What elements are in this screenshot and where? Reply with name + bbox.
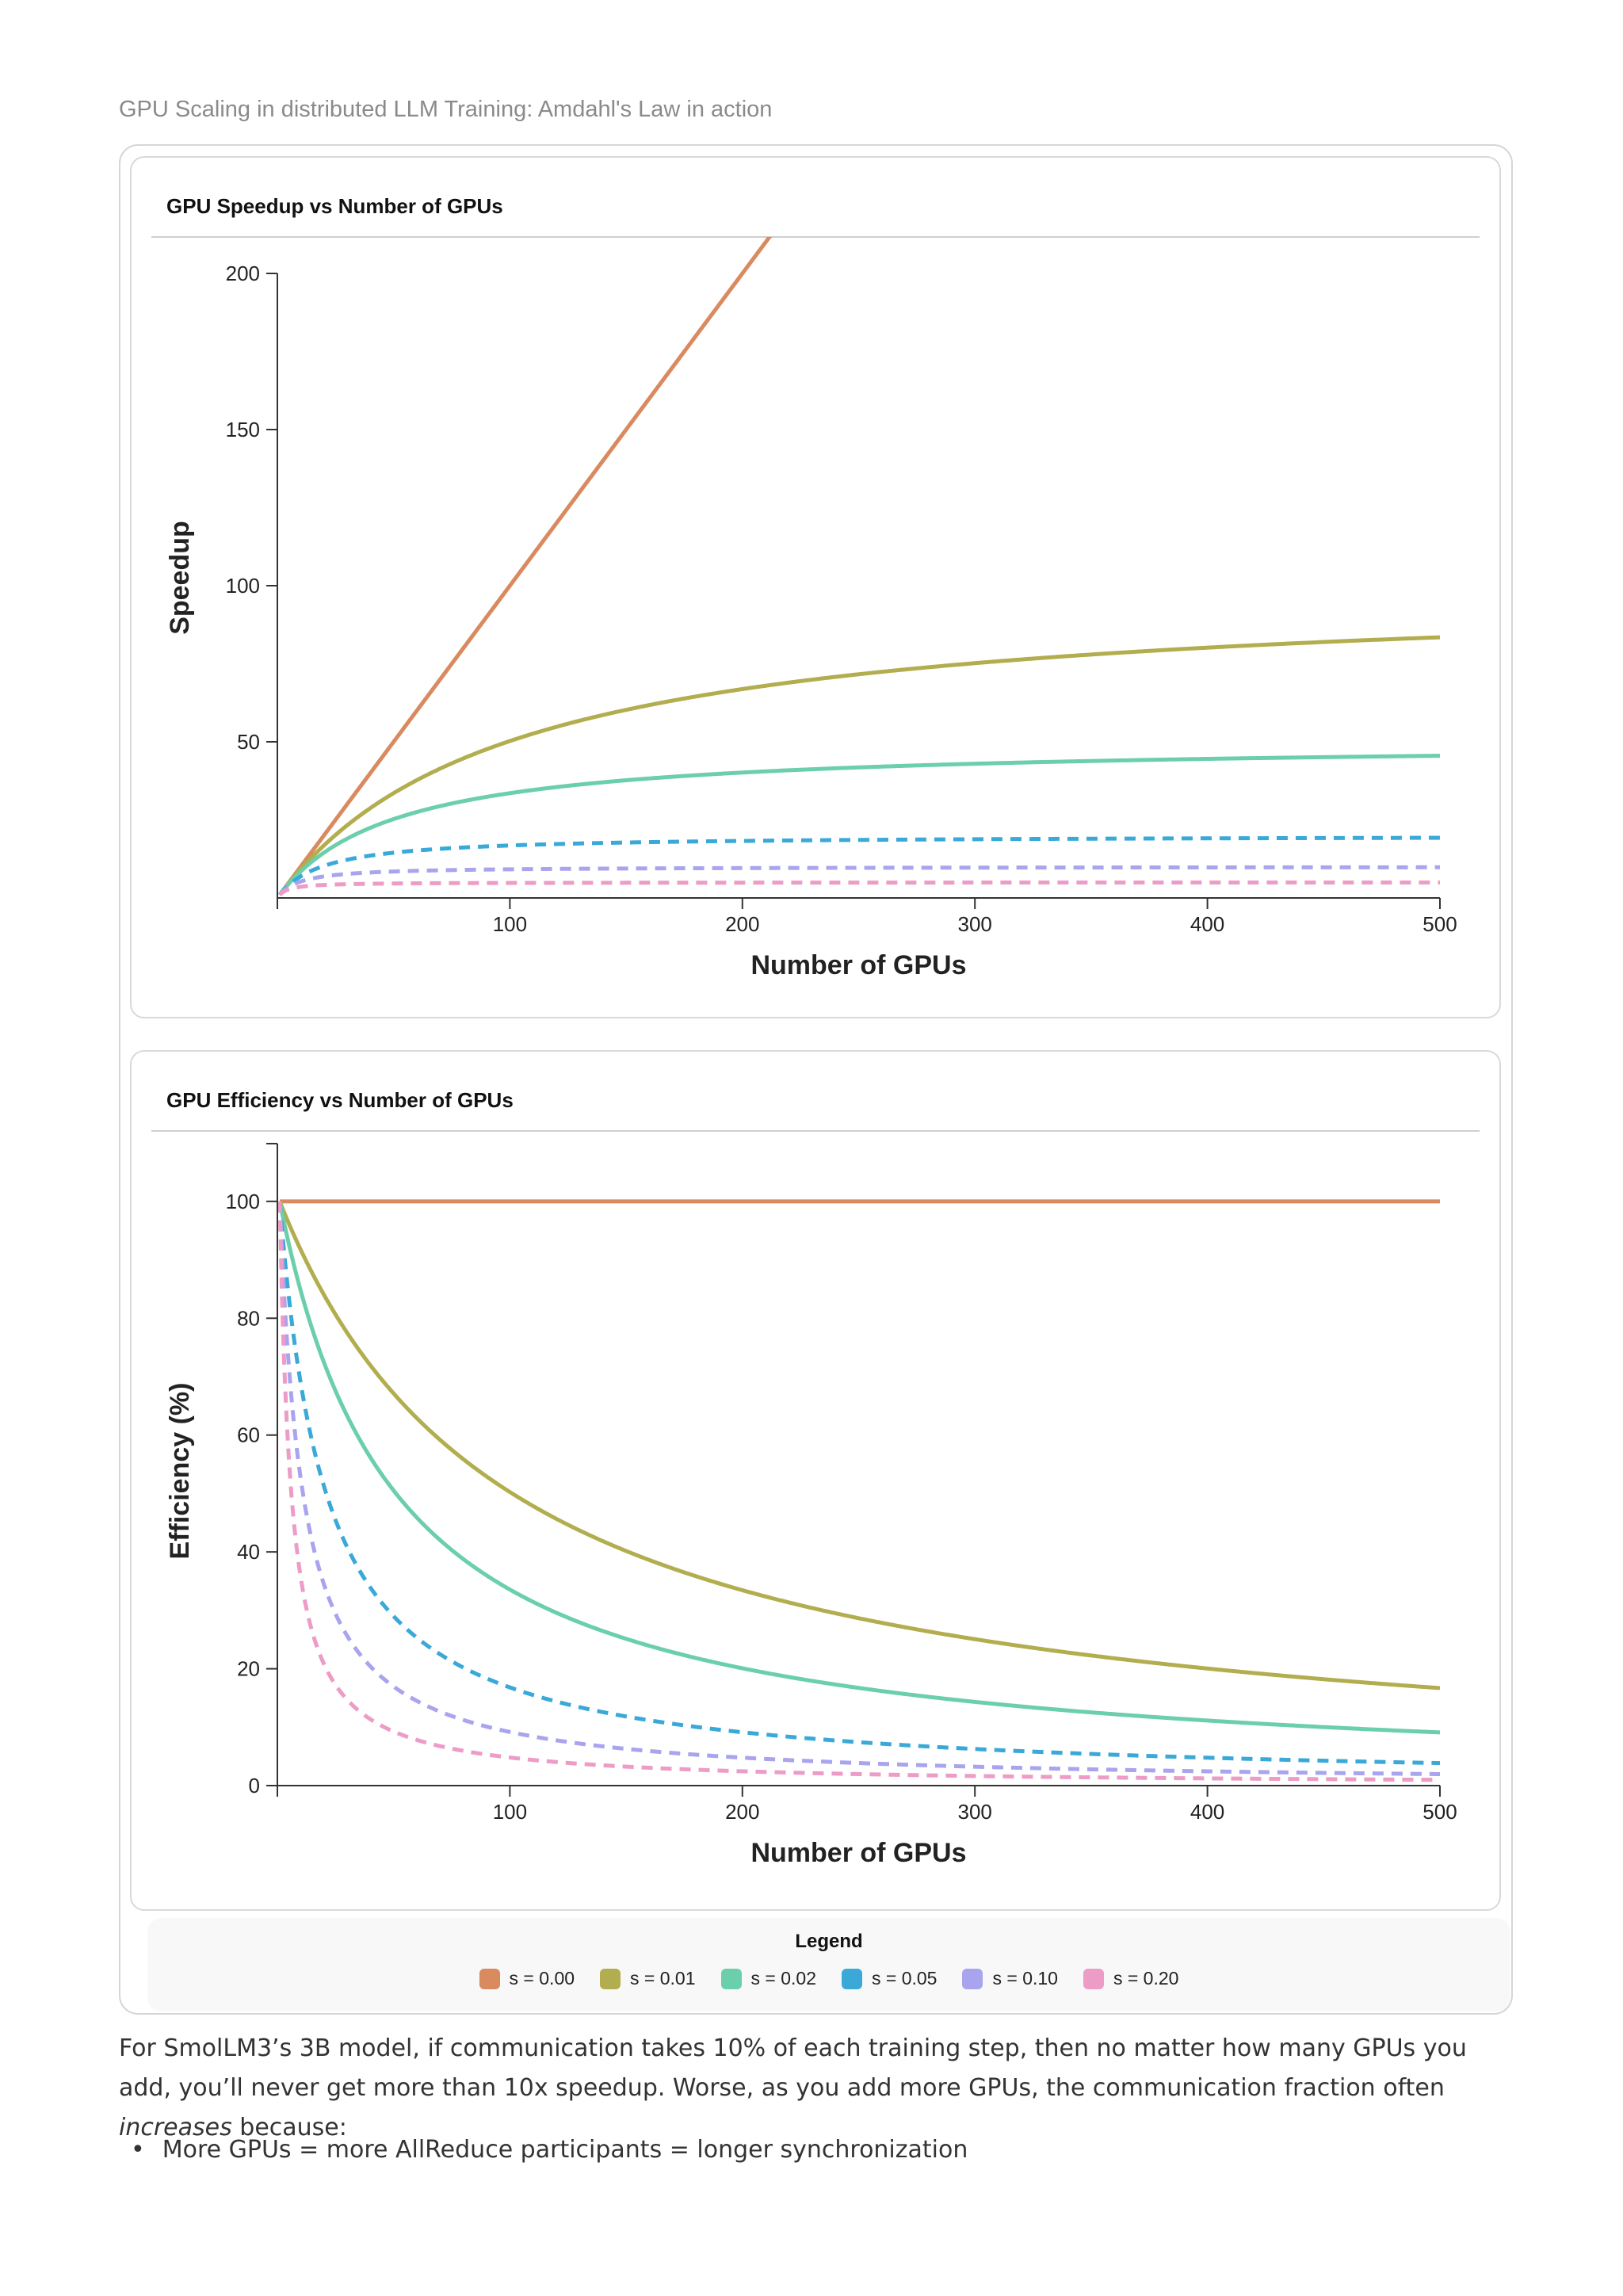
legend-label: s = 0.10 [992,1968,1058,1988]
legend-swatch [962,1968,983,1989]
speedup-chart-divider [151,236,1480,238]
efficiency-chart-card: GPU Efficiency vs Number of GPUs 100 200 3… [130,1050,1501,1911]
y-axis-label: Speedup [165,521,195,635]
series-line-001 [277,1200,1441,1690]
y-tick-label: 60 [237,1423,260,1447]
legend-item: s = 0.01 [600,1968,696,1989]
efficiency-chart-plot: 100 200 300 400 500 0 20 40 60 80 100 Number of GPU… [165,1143,1457,1868]
legend-item: s = 0.20 [1083,1968,1178,1989]
efficiency-chart-title: GPU Efficiency vs Number of GPUs [166,1088,514,1112]
series-line-001 [277,635,1441,896]
x-tick-label: 400 [1190,1800,1224,1824]
series-line-010 [277,1201,1441,1777]
list-item: • More GPUs = more AllReduce participant… [131,2130,968,2170]
legend-swatch [720,1968,742,1989]
y-tick-label: 0 [249,1774,260,1797]
legend: Legend s = 0.00 s = 0.01 s = 0.02 s = 0.05 s… [147,1918,1510,2011]
x-axis-label: Number of GPUs [750,950,966,980]
speedup-chart-title: GPU Speedup vs Number of GPUs [166,194,503,218]
series-line-005 [277,1201,1441,1766]
series-line-020 [277,1201,1441,1782]
x-tick-label: 300 [958,1800,992,1824]
legend-label: s = 0.01 [630,1968,696,1988]
y-tick-label: 50 [237,730,260,754]
legend-item: s = 0.05 [842,1968,937,1989]
legend-swatch [600,1968,621,1989]
speedup-chart-plot: 100 200 300 400 500 50 100 150 200 Number of GPUs… [165,237,1457,980]
x-tick-label: 100 [493,912,527,936]
y-tick-label: 200 [226,262,260,285]
body-paragraph: For SmolLM3’s 3B model, if communication… [119,2029,1522,2148]
x-tick-label: 500 [1423,912,1457,936]
paragraph-text: For SmolLM3’s 3B model, if communication… [119,2034,1467,2102]
paragraph-text-end: because: [231,2114,347,2141]
legend-swatch [1083,1968,1104,1989]
y-axis-label: Efficiency (%) [165,1383,195,1560]
x-tick-label: 400 [1190,912,1224,936]
y-tick-label: 100 [226,1190,260,1213]
bullet-text: More GPUs = more AllReduce participants … [162,2136,968,2164]
speedup-chart-card: GPU Speedup vs Number of GPUs 100 200 300 4… [130,156,1501,1018]
series-line-005 [278,835,1441,896]
legend-item: s = 0.02 [720,1968,816,1989]
legend-items: s = 0.00 s = 0.01 s = 0.02 s = 0.05 s = 0.10… [147,1968,1510,1989]
legend-label: s = 0.02 [750,1968,816,1988]
legend-label: s = 0.00 [509,1968,575,1988]
series-line-002 [277,1201,1441,1735]
x-tick-label: 200 [725,912,759,936]
series-line-002 [277,754,1441,896]
legend-swatch [479,1968,500,1989]
series-line-000 [277,237,773,896]
x-tick-label: 200 [725,1800,759,1824]
series-line-010 [278,865,1440,896]
x-tick-label: 500 [1423,1800,1457,1824]
bullet-dot: • [131,2136,145,2164]
legend-title: Legend [795,1931,863,1952]
efficiency-chart-divider [151,1130,1480,1132]
x-tick-label: 300 [958,912,992,936]
y-tick-label: 80 [237,1306,260,1330]
legend-label: s = 0.20 [1113,1968,1179,1988]
y-tick-label: 100 [226,574,260,598]
y-tick-label: 40 [237,1540,260,1564]
x-tick-label: 100 [493,1800,527,1824]
legend-label: s = 0.05 [872,1968,938,1988]
legend-item: s = 0.00 [479,1968,575,1989]
y-tick-label: 150 [226,418,260,441]
legend-item: s = 0.10 [962,1968,1058,1989]
x-axis-label: Number of GPUs [750,1838,966,1868]
y-tick-label: 20 [237,1657,260,1681]
legend-swatch [842,1968,862,1989]
paragraph-emphasis: increases [119,2114,232,2141]
series-line-020 [278,880,1440,896]
figure-caption: GPU Scaling in distributed LLM Training:… [119,97,773,122]
